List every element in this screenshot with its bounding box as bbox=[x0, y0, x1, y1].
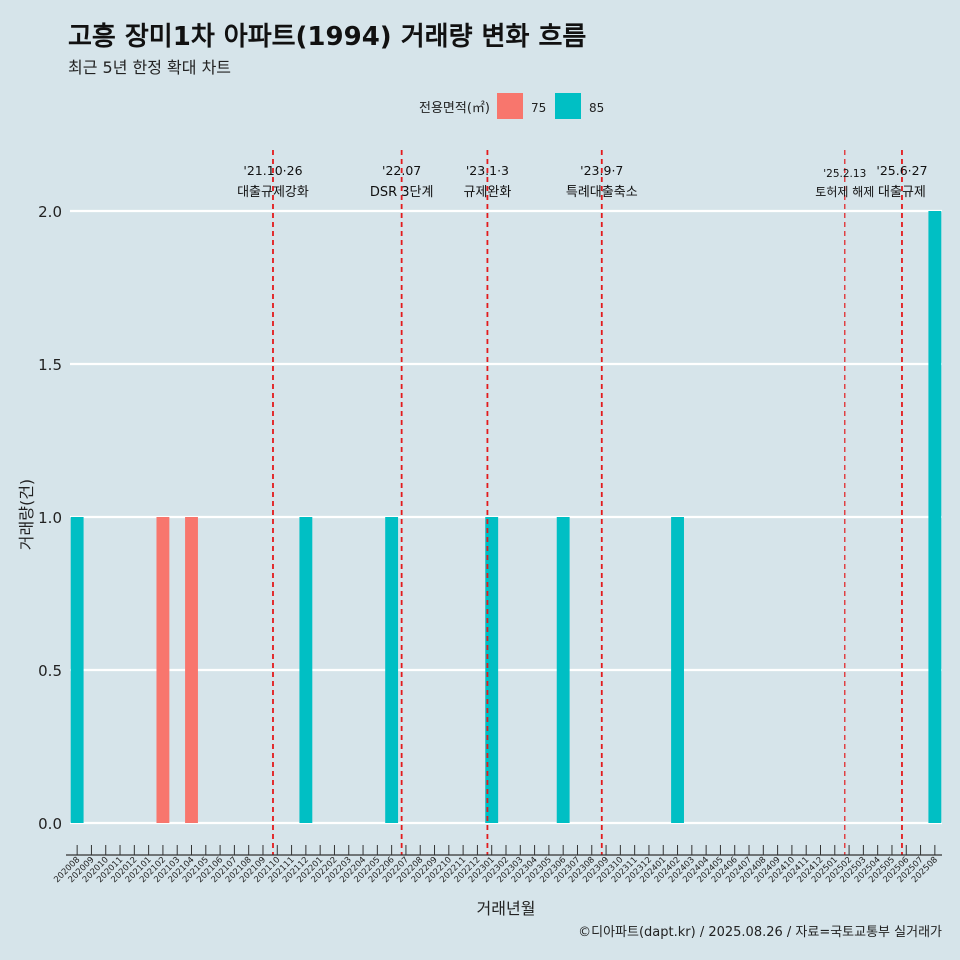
bar-75-202104 bbox=[185, 517, 198, 823]
legend-label-85: 85 bbox=[589, 101, 604, 115]
y-axis-label: 거래량(건) bbox=[17, 479, 36, 550]
event-text-label: DSR 3단계 bbox=[370, 185, 434, 200]
y-tick-label: 2.0 bbox=[38, 203, 62, 221]
source-footer: ©디아파트(dapt.kr) / 2025.08.26 / 자료=국토교통부 실… bbox=[578, 925, 942, 940]
x-axis-label: 거래년월 bbox=[477, 899, 536, 918]
legend: 전용면적(㎡) 75 85 bbox=[419, 93, 604, 119]
bar-85-202301 bbox=[485, 517, 499, 823]
bar-85-202206 bbox=[385, 517, 399, 823]
chart-subtitle: 최근 5년 한정 확대 차트 bbox=[68, 58, 232, 77]
bar-85-202008 bbox=[70, 517, 84, 823]
bar-85-202402 bbox=[671, 517, 684, 823]
y-tick-label: 1.5 bbox=[38, 356, 62, 374]
chart-title: 고흥 장미1차 아파트(1994) 거래량 변화 흐름 bbox=[68, 22, 587, 52]
event-date-label: '23.9·7 bbox=[580, 163, 623, 178]
event-text-label: 토허제 해제 bbox=[815, 185, 874, 199]
legend-label-75: 75 bbox=[531, 101, 546, 115]
y-tick-label: 0.0 bbox=[38, 815, 62, 833]
event-date-label: '25.2.13 bbox=[823, 168, 866, 180]
legend-title: 전용면적(㎡) bbox=[419, 101, 490, 116]
event-date-label: '21.10·26 bbox=[243, 163, 302, 178]
legend-swatch-75 bbox=[497, 93, 523, 119]
bars bbox=[70, 211, 942, 823]
grid-lines bbox=[70, 209, 942, 825]
bar-85-202508 bbox=[928, 211, 942, 823]
y-tick-label: 1.0 bbox=[38, 509, 62, 527]
bar-75-202102 bbox=[156, 517, 170, 823]
bar-85-202306 bbox=[556, 517, 570, 823]
event-text-label: 특례대출축소 bbox=[566, 185, 638, 200]
annotations: '21.10·26 대출규제강화 '22.07 DSR 3단계 '23.1·3 규제완화 '… bbox=[237, 150, 928, 855]
event-text-label: 대출규제강화 bbox=[237, 185, 309, 200]
event-date-label: '23.1·3 bbox=[466, 163, 509, 178]
x-axis: 2020082020092020102020112020122021012021… bbox=[52, 845, 942, 918]
y-axis: 0.0 0.5 1.0 1.5 2.0 거래량(건) bbox=[17, 203, 62, 833]
event-text-label: 대출규제 bbox=[878, 185, 926, 200]
y-tick-label: 0.5 bbox=[38, 662, 62, 680]
bar-85-202112 bbox=[299, 517, 313, 823]
event-text-label: 규제완화 bbox=[463, 185, 511, 200]
event-date-label: '25.6·27 bbox=[876, 163, 927, 178]
event-date-label: '22.07 bbox=[382, 163, 421, 178]
legend-swatch-85 bbox=[555, 93, 581, 119]
